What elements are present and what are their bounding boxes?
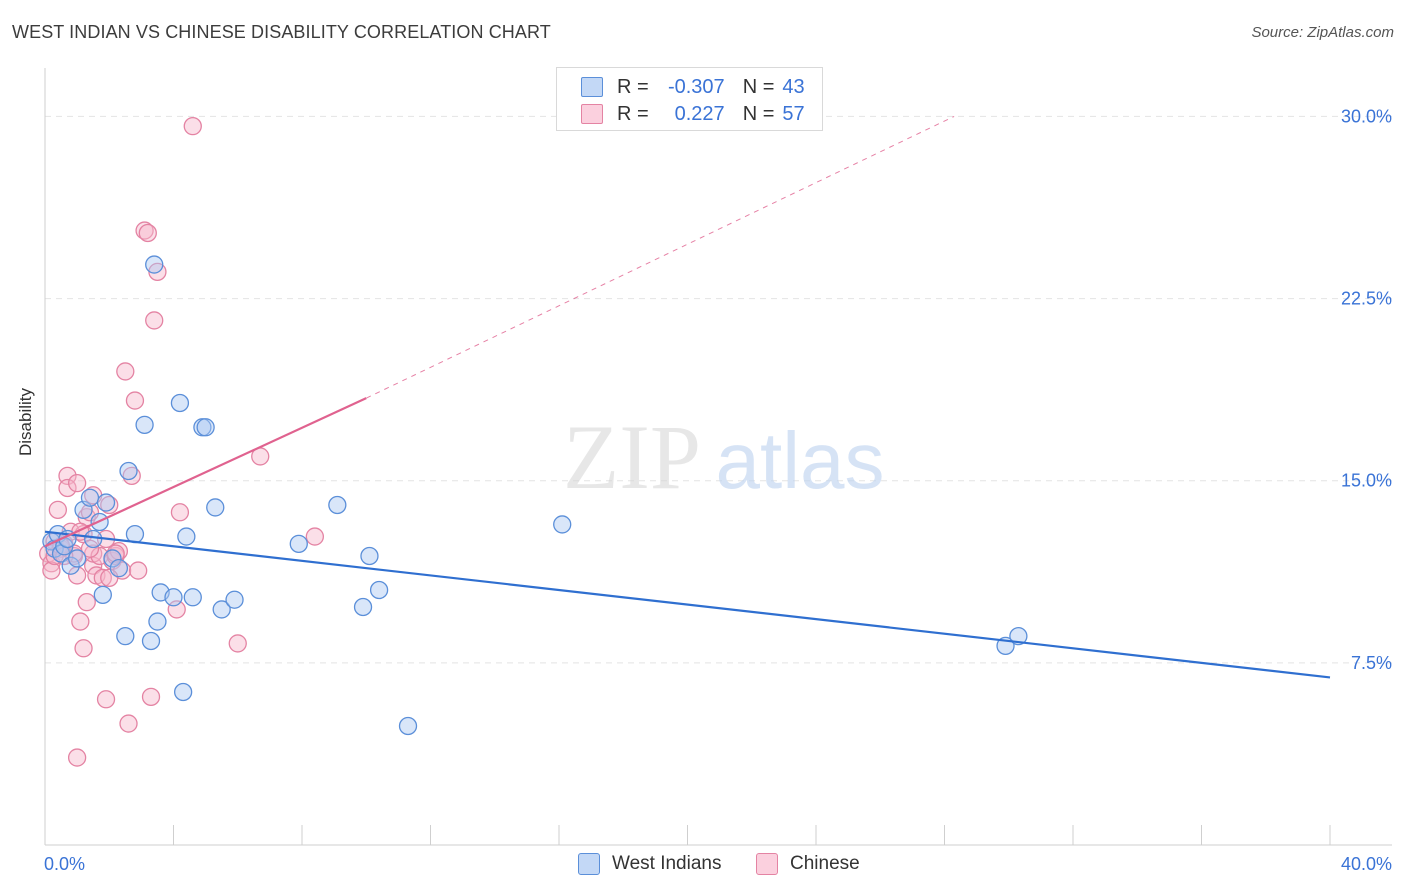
west-indians-point	[225, 590, 244, 609]
west-indians-point	[93, 585, 112, 605]
bottom-legend-label-chinese: Chinese	[790, 853, 860, 874]
west-indians-point	[196, 418, 215, 437]
watermark: ZIP atlas	[563, 406, 884, 508]
trend-lines	[44, 115, 1331, 679]
chinese-point	[119, 714, 138, 733]
west-indians-point	[109, 558, 129, 578]
legend-swatch-chinese	[581, 104, 603, 124]
chinese-point	[71, 612, 90, 631]
bottom-legend-swatch-chinese	[756, 853, 778, 875]
gridlines	[45, 115, 1392, 664]
chinese-point	[141, 687, 161, 707]
chinese-point	[305, 527, 325, 546]
y-axis-label: Disability	[16, 387, 35, 456]
west-indians-point	[206, 498, 225, 517]
west-indians-point	[212, 600, 231, 619]
chinese-point	[135, 221, 154, 240]
axes	[44, 68, 1392, 846]
chinese-trend-extension	[366, 115, 955, 399]
west-indians-point	[80, 488, 100, 507]
west-indians-point	[135, 415, 154, 435]
chinese-points	[39, 116, 325, 767]
west-indians-point	[173, 682, 193, 702]
bottom-legend-chinese: Chinese	[756, 852, 860, 876]
bottom-legend-label-west-indians: West Indians	[612, 853, 722, 874]
chinese-point	[77, 592, 96, 612]
chinese-trend-line	[44, 397, 367, 548]
chinese-point	[145, 311, 164, 330]
west-indians-trend-line	[44, 530, 1331, 679]
legend-r-label: R =	[617, 102, 649, 125]
legend-n-label: N =	[742, 102, 775, 125]
chinese-point	[58, 478, 77, 498]
chinese-point	[48, 500, 67, 520]
west-indians-point	[103, 549, 122, 568]
chinese-point	[80, 539, 100, 558]
legend-r-value: -0.307	[667, 75, 725, 98]
legend-r-value: 0.227	[674, 102, 725, 125]
chinese-point	[67, 473, 87, 493]
west-indians-point	[170, 393, 190, 413]
chart-title: WEST INDIAN VS CHINESE DISABILITY CORREL…	[12, 22, 551, 42]
y-tick-label: 7.5%	[1351, 653, 1392, 673]
legend-row-west-indians: R = -0.307 N = 43	[581, 74, 805, 100]
tick-labels: 7.5% 15.0% 22.5% 30.0% 0.0% 40.0%	[44, 106, 1392, 874]
chart-source: Source: ZipAtlas.com	[1251, 24, 1394, 41]
chinese-point	[138, 223, 157, 243]
chinese-point	[122, 466, 141, 486]
chinese-point	[100, 495, 119, 515]
west-indians-point	[164, 588, 183, 607]
west-indians-point	[125, 524, 145, 544]
chinese-point	[42, 561, 61, 580]
chinese-point	[170, 503, 190, 522]
west-indians-point	[1009, 626, 1028, 646]
west-indians-point	[119, 461, 138, 481]
y-tick-label: 30.0%	[1341, 106, 1392, 126]
west-indians-point	[96, 493, 116, 512]
west-indians-point	[67, 549, 87, 568]
legend-n-label: N =	[742, 75, 775, 98]
legend-n-value: 43	[782, 75, 805, 98]
west-indians-point	[369, 580, 389, 600]
west-indians-point	[116, 626, 135, 646]
west-indians-point	[61, 556, 80, 575]
chinese-point	[125, 391, 145, 410]
correlation-legend: R = -0.307 N = 43 R = 0.227 N = 57	[556, 67, 823, 131]
west-indians-point	[353, 597, 373, 617]
x-tick-label: 0.0%	[44, 854, 85, 874]
legend-r-label: R =	[617, 75, 649, 98]
chinese-point	[116, 362, 135, 381]
y-tick-label: 22.5%	[1341, 289, 1392, 309]
watermark-zip: ZIP	[563, 406, 701, 508]
bottom-legend-west-indians: West Indians	[578, 852, 721, 876]
west-indians-point	[289, 534, 308, 554]
x-tick-label: 40.0%	[1341, 854, 1392, 874]
legend-swatch-west-indians	[581, 77, 603, 97]
chinese-point	[100, 568, 119, 588]
west-indians-point	[398, 716, 418, 736]
chinese-point	[74, 639, 93, 658]
chinese-point	[106, 544, 125, 563]
west-indians-point	[553, 515, 572, 534]
watermark-atlas: atlas	[716, 416, 885, 505]
legend-n-value: 57	[782, 102, 805, 125]
legend-row-chinese: R = 0.227 N = 57	[581, 101, 805, 127]
west-indians-point	[141, 631, 161, 651]
west-indians-point	[360, 546, 379, 566]
chinese-point	[67, 748, 87, 767]
west-indians-point	[145, 255, 164, 274]
bottom-legend-swatch-west-indians	[578, 853, 600, 875]
west-indians-point	[183, 588, 202, 607]
west-indians-point	[148, 612, 167, 631]
chinese-point	[228, 634, 247, 653]
chinese-point	[96, 690, 116, 709]
west-indians-point	[328, 495, 347, 515]
y-tick-label: 15.0%	[1341, 471, 1392, 491]
west-indians-point	[177, 527, 196, 546]
west-indians-point	[84, 529, 103, 549]
chinese-point	[129, 561, 148, 580]
chinese-point	[183, 116, 202, 136]
